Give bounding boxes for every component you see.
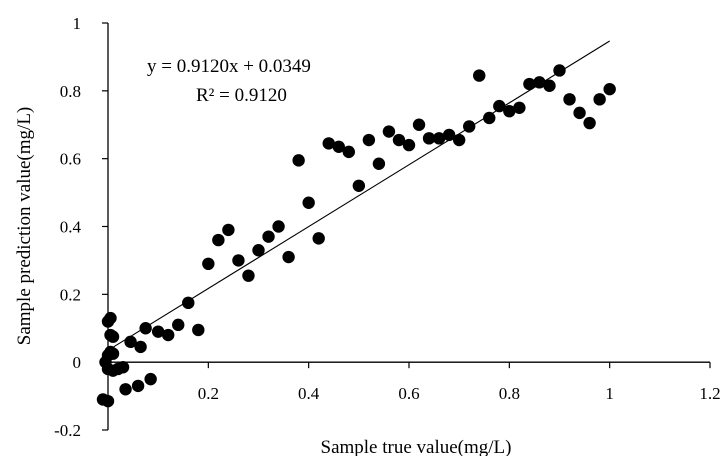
data-point (322, 137, 335, 150)
equation-label: y = 0.9120x + 0.0349 (147, 56, 311, 77)
data-point (106, 347, 120, 360)
data-point (463, 120, 476, 133)
data-point (583, 116, 596, 130)
data-point (212, 233, 225, 247)
data-point (222, 223, 235, 237)
data-point (412, 118, 426, 131)
data-point (452, 133, 466, 147)
data-point (573, 106, 586, 120)
data-point (252, 244, 265, 257)
data-point (101, 394, 115, 408)
data-point (372, 157, 386, 170)
data-point (182, 296, 195, 310)
y-tick-label: 1 (73, 14, 82, 33)
r-squared-label: R² = 0.9120 (196, 85, 287, 106)
data-point (262, 230, 275, 243)
y-tick-label: -0.2 (54, 421, 81, 440)
data-point (473, 69, 486, 82)
y-ticks: -0.2 0 0.2 0.4 0.6 0.8 1 (54, 14, 108, 440)
data-point (593, 93, 606, 106)
data-point (422, 132, 436, 145)
data-point (332, 140, 345, 153)
data-point (392, 133, 406, 147)
data-point (533, 76, 546, 89)
data-point (116, 361, 130, 374)
data-point (104, 311, 117, 325)
data-point (162, 328, 175, 342)
data-point (342, 145, 355, 159)
data-point (442, 128, 456, 142)
data-point (603, 82, 616, 96)
data-point (119, 383, 132, 396)
data-point (523, 77, 536, 91)
data-point (242, 269, 255, 282)
y-tick-label: 0.6 (60, 150, 81, 169)
data-point (553, 64, 566, 77)
x-ticks: 0.2 0.4 0.6 0.8 1 1.2 (107, 362, 721, 403)
data-point (493, 99, 506, 113)
x-tick-label: 1 (605, 384, 614, 403)
data-point (302, 196, 315, 209)
data-point (139, 322, 152, 335)
data-point (503, 104, 516, 118)
x-tick-label: 0.6 (398, 384, 419, 403)
data-point (292, 154, 305, 167)
data-point (144, 372, 157, 386)
y-tick-label: 0 (73, 353, 82, 372)
data-point (124, 335, 137, 349)
data-point (312, 232, 325, 245)
data-point (151, 325, 165, 338)
data-point (432, 132, 446, 145)
data-point (272, 220, 285, 233)
data-point (192, 323, 205, 337)
x-axis-title: Sample true value(mg/L) (321, 437, 512, 456)
x-tick-label: 0.2 (198, 384, 219, 403)
data-point (352, 179, 366, 192)
data-point (543, 79, 556, 92)
x-tick-label: 1.2 (699, 384, 720, 403)
data-points (96, 64, 616, 408)
data-point (362, 133, 376, 147)
x-tick-label: 0.8 (499, 384, 520, 403)
data-point (131, 379, 145, 393)
y-axis-title: Sample prediction value(mg/L) (14, 107, 35, 345)
y-tick-label: 0.4 (60, 218, 82, 237)
data-point (282, 250, 295, 264)
data-point (202, 257, 215, 271)
data-point (402, 138, 416, 152)
data-point (483, 111, 496, 125)
data-point (106, 330, 120, 343)
data-point (134, 340, 147, 354)
x-tick-label: 0.4 (298, 384, 320, 403)
y-tick-label: 0.8 (60, 82, 81, 101)
y-tick-label: 0.2 (60, 285, 81, 304)
data-point (513, 101, 526, 114)
data-point (232, 254, 245, 267)
data-point (382, 125, 396, 138)
data-point (563, 93, 576, 106)
data-point (172, 318, 185, 332)
